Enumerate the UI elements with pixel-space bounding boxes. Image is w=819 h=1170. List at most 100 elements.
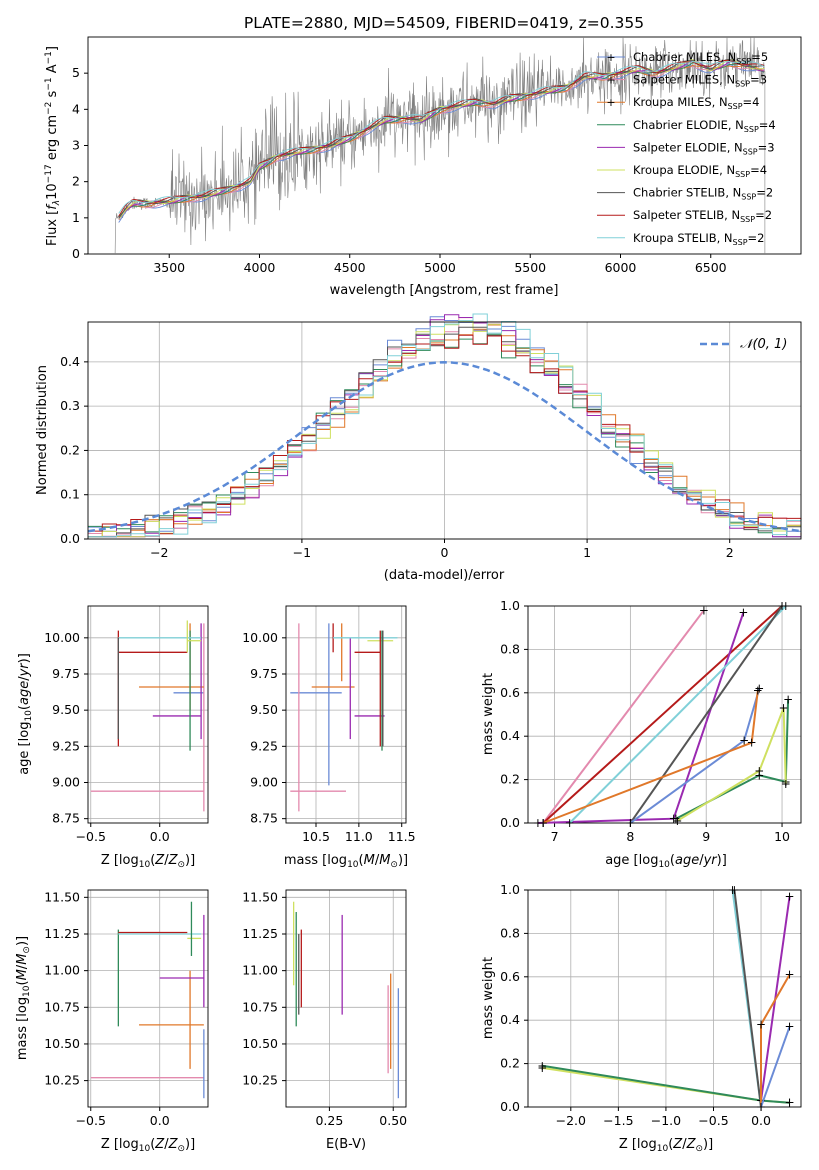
histogram-ytick-label: 0.0 bbox=[60, 531, 80, 546]
mass-z-xlabel: Z [log10(Z/Z⊙)] bbox=[101, 1137, 195, 1154]
residual-histogram-panel: −2 −1 0 1 2 0.0 0.1 0.2 0.3 0.4 (data-model)/erro… bbox=[35, 313, 802, 583]
ytick-label: 9.25 bbox=[250, 738, 278, 753]
xtick-label: −0.5 bbox=[76, 829, 106, 844]
xtick-label: −1.0 bbox=[651, 1113, 681, 1128]
ytick-label: 11.50 bbox=[242, 889, 278, 904]
weight-series-marker: + bbox=[777, 599, 787, 613]
weight-series-marker: + bbox=[739, 734, 749, 748]
weight-z-ylabel: mass weight bbox=[481, 957, 496, 1039]
legend-label: Kroupa ELODIE, NSSP=4 bbox=[633, 163, 767, 179]
xtick-label: −2.0 bbox=[556, 1113, 586, 1128]
ytick-label: 11.25 bbox=[44, 926, 80, 941]
ytick-label: 0.4 bbox=[500, 728, 520, 743]
ytick-label: 0.0 bbox=[500, 1099, 520, 1114]
spectrum-xtick-label: 6500 bbox=[695, 260, 727, 275]
weight-series-marker: + bbox=[756, 1100, 766, 1114]
spectrum-xtick-label: 4500 bbox=[334, 260, 366, 275]
xtick-label: 0.25 bbox=[315, 1113, 343, 1128]
xtick-label: 10 bbox=[774, 829, 790, 844]
ytick-label: 9.00 bbox=[250, 774, 278, 789]
spectrum-ytick-label: 1 bbox=[72, 210, 80, 225]
axes-frame bbox=[285, 605, 407, 824]
ytick-label: 0.8 bbox=[500, 925, 520, 940]
weight-series-marker: + bbox=[781, 777, 791, 791]
legend-marker: + bbox=[606, 74, 615, 87]
ytick-label: 9.50 bbox=[52, 702, 80, 717]
ytick-label: 9.25 bbox=[52, 738, 80, 753]
xtick-label: 0.50 bbox=[379, 1113, 407, 1128]
ytick-label: 0.6 bbox=[500, 685, 520, 700]
histogram-ytick-label: 0.2 bbox=[60, 442, 80, 457]
weight-series-marker: + bbox=[779, 701, 789, 715]
histogram-steps bbox=[87, 313, 802, 538]
mass-vs-extinction-panel: 0.25 0.50 10.25 10.50 10.75 11.00 11.25 11.50 bbox=[242, 889, 407, 1128]
weight-series-line bbox=[760, 1026, 791, 1108]
histogram-ytick-label: 0.1 bbox=[60, 487, 80, 502]
weight-age-ylabel: mass weight bbox=[481, 673, 496, 755]
histogram-ylabel: Normed distribution bbox=[35, 365, 50, 495]
histogram-step-line bbox=[88, 313, 802, 538]
ytick-label: 10.00 bbox=[44, 630, 80, 645]
histogram-legend: 𝒩(0, 1) bbox=[700, 337, 787, 352]
weight-z-xlabel: Z [log10(Z/Z⊙)] bbox=[619, 1137, 713, 1154]
ytick-label: 11.00 bbox=[242, 963, 278, 978]
weight-series-line bbox=[542, 609, 705, 824]
weight-series-marker: + bbox=[625, 816, 635, 830]
normal-legend-label: 𝒩(0, 1) bbox=[740, 337, 787, 352]
ytick-label: 0.4 bbox=[500, 1012, 520, 1027]
age-z-ylabel: age [log10(age/yr)] bbox=[17, 653, 34, 775]
axes-frame bbox=[527, 889, 802, 1108]
ytick-label: 8.75 bbox=[52, 811, 80, 826]
age-vs-metallicity-panel: −0.5 0.0 8.75 9.00 9.25 9.50 9.75 10.00 bbox=[44, 605, 209, 844]
normal-distribution-curve bbox=[87, 361, 802, 533]
xtick-label: 9 bbox=[702, 829, 710, 844]
spectrum-xtick-label: 4000 bbox=[244, 260, 276, 275]
weight-series-line bbox=[676, 707, 787, 822]
mass-vs-metallicity-panel: −0.5 0.0 10.25 10.50 10.75 11.00 11.25 11.50 bbox=[44, 889, 209, 1128]
histogram-ticks: −2 −1 0 1 2 0.0 0.1 0.2 0.3 0.4 bbox=[60, 354, 734, 560]
spectrum-ylabel: Flux [fλ10−17 erg cm−2 s−1 A−1] bbox=[44, 46, 62, 246]
ytick-label: 10.25 bbox=[44, 1073, 80, 1088]
xtick-label: 7 bbox=[551, 829, 559, 844]
ytick-label: 9.00 bbox=[52, 774, 80, 789]
ytick-label: 0.8 bbox=[500, 641, 520, 656]
xtick-label: −0.5 bbox=[698, 1113, 728, 1128]
weight-series-marker: + bbox=[777, 599, 787, 613]
spectrum-ytick-label: 2 bbox=[72, 174, 80, 189]
axes-frame bbox=[87, 889, 209, 1108]
legend-label: Salpeter ELODIE, NSSP=3 bbox=[633, 140, 775, 156]
weight-series-line bbox=[542, 690, 759, 824]
weight-series-marker: + bbox=[754, 764, 764, 778]
figure-title: PLATE=2880, MJD=54509, FIBERID=0419, z=0… bbox=[244, 14, 644, 32]
ytick-label: 0.0 bbox=[500, 815, 520, 830]
weight-series-marker: + bbox=[537, 1061, 547, 1075]
histogram-xtick-label: 1 bbox=[583, 545, 591, 560]
observed-spectrum-line bbox=[114, 36, 766, 255]
xtick-label: 10.5 bbox=[302, 829, 330, 844]
mass-weight-vs-age-panel: 7 8 9 100.00.20.40.60.81.0+++++ ++++++++++++… bbox=[500, 598, 802, 844]
xtick-label: 8 bbox=[626, 829, 634, 844]
histogram-xlabel: (data-model)/error bbox=[384, 568, 505, 583]
ytick-label: 0.6 bbox=[500, 969, 520, 984]
weight-series-marker: + bbox=[699, 603, 709, 617]
spectrum-xtick-label: 6000 bbox=[605, 260, 637, 275]
legend-marker: + bbox=[606, 96, 615, 109]
ytick-label: 10.00 bbox=[242, 630, 278, 645]
ytick-label: 8.75 bbox=[250, 811, 278, 826]
ytick-label: 10.25 bbox=[242, 1073, 278, 1088]
weight-series-marker: + bbox=[729, 883, 739, 897]
ytick-label: 9.75 bbox=[250, 666, 278, 681]
weight-series-line bbox=[629, 688, 761, 824]
ytick-label: 10.50 bbox=[242, 1036, 278, 1051]
weight-series-marker: + bbox=[756, 1018, 766, 1032]
xtick-label: 0.0 bbox=[751, 1113, 771, 1128]
weight-series-marker: + bbox=[533, 816, 543, 830]
mass-z-ylabel: mass [log10(M/M⊙)] bbox=[15, 936, 32, 1060]
weight-series-marker: + bbox=[671, 812, 681, 826]
axes-frame bbox=[285, 889, 407, 1108]
weight-series-marker: + bbox=[565, 816, 575, 830]
weight-series-line bbox=[568, 605, 787, 824]
legend-label: Chabrier ELODIE, NSSP=4 bbox=[633, 118, 776, 134]
histogram-ytick-label: 0.4 bbox=[60, 354, 80, 369]
weight-series-line bbox=[760, 974, 791, 1107]
